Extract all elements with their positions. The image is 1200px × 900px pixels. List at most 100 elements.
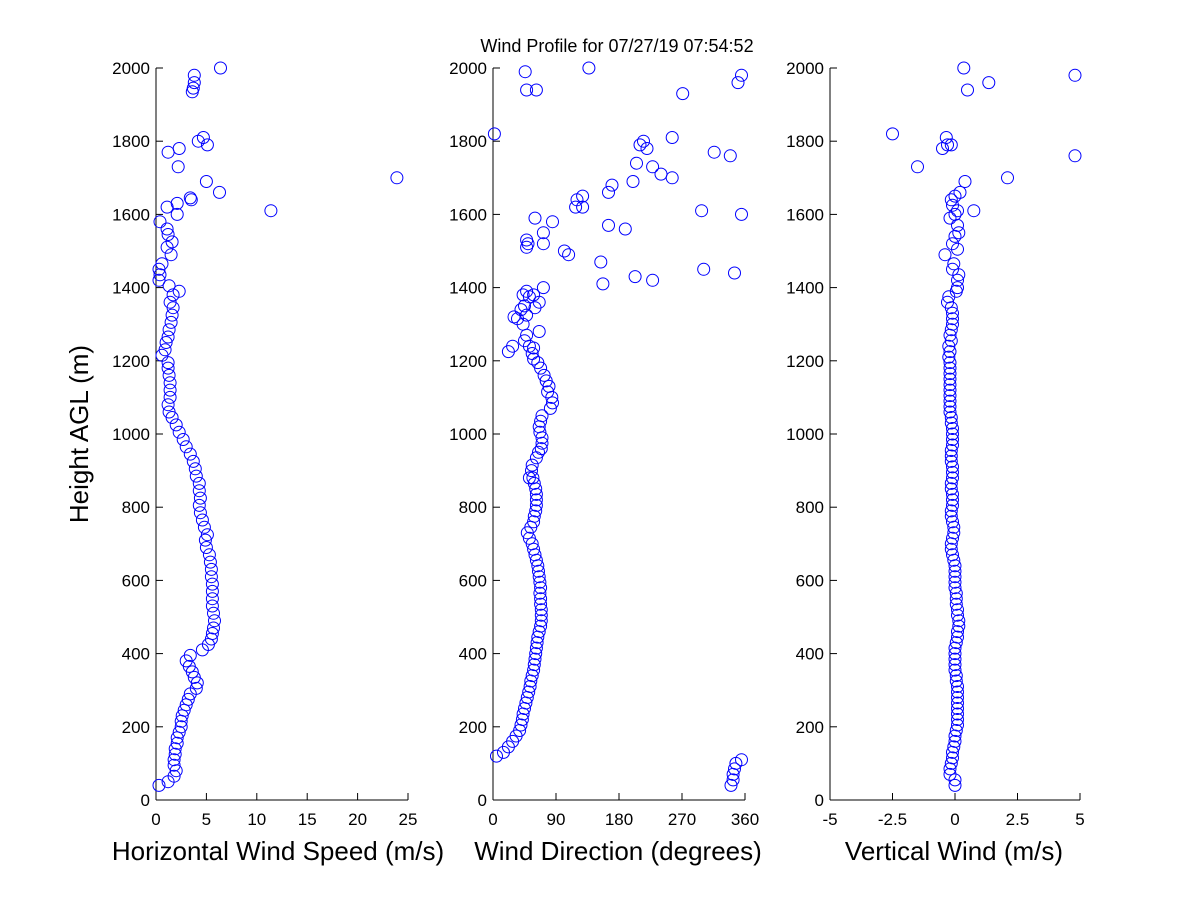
data-point xyxy=(207,606,220,620)
data-point xyxy=(948,658,962,672)
data-point xyxy=(527,515,541,529)
data-point xyxy=(676,87,690,101)
data-point xyxy=(952,614,966,628)
horizontal-wind-speed-axis-title: Horizontal Wind Speed (m/s) xyxy=(112,836,444,866)
y-tick-label: 1600 xyxy=(449,205,487,224)
data-point xyxy=(944,454,958,468)
x-tick-label: 20 xyxy=(348,810,367,829)
data-point xyxy=(943,400,957,414)
x-tick-label: 2.5 xyxy=(1006,810,1030,829)
data-point xyxy=(557,244,571,258)
y-tick-label: 0 xyxy=(141,791,150,810)
data-point xyxy=(162,405,176,419)
x-tick-label: 15 xyxy=(298,810,317,829)
x-tick-label: 10 xyxy=(247,810,266,829)
data-point xyxy=(205,599,219,613)
data-point xyxy=(943,383,957,397)
data-point xyxy=(951,273,964,287)
data-point xyxy=(529,498,543,512)
data-point xyxy=(562,248,576,262)
data-point xyxy=(948,189,962,203)
y-tick-label: 1600 xyxy=(786,205,824,224)
data-point xyxy=(942,339,956,353)
data-point xyxy=(186,81,200,95)
data-point xyxy=(529,647,543,661)
data-point xyxy=(534,603,548,617)
data-point xyxy=(943,367,957,381)
data-point xyxy=(948,778,962,792)
data-point xyxy=(200,138,214,152)
data-point xyxy=(153,215,167,229)
x-tick-label: 270 xyxy=(668,810,696,829)
data-point xyxy=(944,323,958,337)
data-point xyxy=(172,725,186,739)
data-point xyxy=(539,374,553,388)
data-point xyxy=(532,445,545,459)
y-tick-label: 200 xyxy=(122,718,150,737)
data-point xyxy=(528,652,542,666)
data-point xyxy=(646,160,660,174)
data-point xyxy=(187,76,201,90)
data-point xyxy=(181,692,195,706)
data-point xyxy=(596,277,610,291)
data-point xyxy=(162,279,176,293)
data-point xyxy=(944,193,958,207)
data-point xyxy=(946,498,959,512)
data-point xyxy=(199,541,213,554)
data-point xyxy=(534,608,548,622)
data-point xyxy=(164,248,178,262)
data-point xyxy=(946,465,959,479)
data-point xyxy=(948,229,962,243)
y-tick-label: 1200 xyxy=(112,352,150,371)
data-point xyxy=(202,548,216,562)
data-point xyxy=(724,778,738,792)
data-point xyxy=(167,758,181,772)
vertical-wind-panel: 0 200 400 600 800 1000 1200 1400 1600 1800 2000 -5 -… xyxy=(786,59,1085,829)
data-point xyxy=(507,310,521,324)
data-point xyxy=(535,409,549,423)
data-point xyxy=(605,178,619,192)
data-point xyxy=(640,142,654,155)
data-point xyxy=(938,248,952,262)
data-point xyxy=(602,218,615,232)
data-point xyxy=(946,312,959,326)
data-point xyxy=(516,288,530,302)
data-point xyxy=(697,262,711,276)
data-point xyxy=(943,361,957,375)
data-point xyxy=(951,204,964,218)
data-point xyxy=(948,570,962,584)
data-point xyxy=(527,509,541,523)
data-point xyxy=(939,131,953,144)
data-point xyxy=(208,614,221,628)
horizontal-wind-speed-panel: 0 200 400 600 800 1000 1200 1400 1600 1800 2000 0 5 1… xyxy=(112,59,417,829)
data-point xyxy=(518,299,531,313)
data-point xyxy=(529,504,543,518)
data-point xyxy=(169,764,183,778)
data-point xyxy=(189,469,203,483)
y-tick-label: 2000 xyxy=(112,59,150,78)
data-point xyxy=(534,592,548,606)
data-point xyxy=(948,647,962,661)
data-point xyxy=(526,471,540,485)
y-tick-label: 1400 xyxy=(449,279,487,298)
y-tick-label: 600 xyxy=(122,571,150,590)
data-point xyxy=(170,196,184,210)
data-point xyxy=(948,581,962,595)
y-tick-label: 1200 xyxy=(786,352,824,371)
data-point xyxy=(515,713,529,726)
data-point xyxy=(534,614,548,628)
data-point xyxy=(569,200,583,214)
data-point xyxy=(943,356,957,370)
data-point xyxy=(947,526,961,540)
data-point xyxy=(158,343,172,357)
data-point xyxy=(205,577,219,591)
data-point xyxy=(207,621,220,635)
y-tick-label: 400 xyxy=(459,645,487,664)
y-tick-label: 1800 xyxy=(112,132,150,151)
data-point xyxy=(197,520,211,534)
data-point xyxy=(948,564,962,578)
data-point xyxy=(946,751,959,765)
data-point xyxy=(534,581,548,595)
data-point xyxy=(944,334,958,348)
